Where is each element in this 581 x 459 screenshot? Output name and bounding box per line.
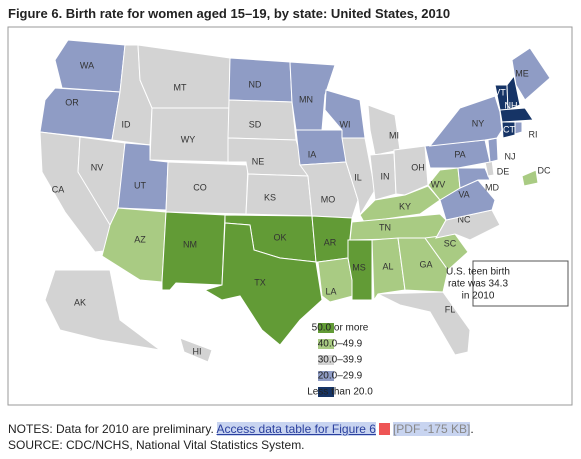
state [371,237,406,302]
note-text: U.S. teen birth [446,267,510,278]
state [499,107,534,123]
notes-line: NOTES: Data for 2010 are preliminary. Ac… [8,421,474,437]
state-label: DE [497,166,510,176]
state-label: NV [91,162,104,172]
state [165,161,249,215]
notes: NOTES: Data for 2010 are preliminary. [8,422,214,436]
state-label: CO [193,182,207,192]
state-label: MI [389,130,399,140]
state-label: KY [399,201,411,211]
state-label: MO [321,194,336,204]
state [44,269,161,351]
note-box [472,260,569,307]
legend-label: 40.0–49.9 [318,339,363,350]
notes-end: . [470,422,474,436]
state [506,74,521,111]
legend-swatch [318,339,334,349]
state-label: AL [382,261,393,271]
state-label: OR [65,97,79,107]
state-label: PA [454,149,465,159]
state [227,99,297,141]
state-label: NM [183,239,197,249]
legend-swatch [318,371,334,381]
state-label: WV [431,179,446,189]
note-text: in 2010 [462,291,495,302]
data-table-link[interactable]: Access data table for Figure 6 [216,422,376,436]
state-label: AR [324,237,337,247]
state-label: MD [485,182,499,192]
state-label: ND [249,79,262,89]
state-label: RI [529,129,538,139]
state-label: WA [80,60,94,70]
footer: NOTES: Data for 2010 are preliminary. Ac… [8,421,474,453]
state [377,291,471,356]
state-label: KS [264,192,276,202]
state [397,237,449,293]
legend-swatch [318,323,334,333]
note-text: rate was 34.3 [448,279,508,290]
state-label: TN [379,222,391,232]
state [367,104,401,156]
state-label: OK [273,232,286,242]
state-label: VT [494,87,506,97]
state-label: HI [193,346,202,356]
state [179,337,213,363]
state [428,95,503,147]
state-label: LA [325,286,336,296]
state-label: NC [458,214,471,224]
state-label: WI [340,119,351,129]
state [487,137,499,163]
legend-label: 20.0–29.9 [318,371,363,382]
legend-swatch [318,387,334,397]
state-label: UT [134,180,146,190]
state-label: NY [472,118,485,128]
state-label: TX [254,277,266,287]
state-label: MS [352,262,366,272]
state-label: NE [252,156,265,166]
legend-label: 50.0 or more [312,323,369,334]
pdf-icon [378,423,390,435]
state-label: IA [308,149,317,159]
state-label: ME [515,68,529,78]
state-label: DC [538,165,551,175]
legend-label: 30.0–39.9 [318,355,363,366]
state-label: ID [122,119,132,129]
state-label: WY [181,134,196,144]
legend-swatch [318,355,334,365]
title: Figure 6. Birth rate for women aged 15–1… [8,6,451,21]
state [295,129,347,166]
state [39,87,121,141]
pdf-size: [PDF -175 KB] [392,422,471,436]
state-label: MA [528,106,542,116]
legend-label: Less than 20.0 [307,387,373,398]
state-label: AZ [134,234,146,244]
state [457,167,491,189]
state-label: SD [249,119,262,129]
state [161,211,226,291]
state-label: IN [381,171,390,181]
state-label: FL [445,304,456,314]
state-label: GA [419,259,432,269]
map: WA OR CA NV ID MT WY UT AZ CO NM ND SD NE KS OK TX MN IA MO… [7,26,573,406]
state [203,222,323,346]
state [521,169,539,187]
state-label: NJ [505,151,516,161]
state [245,173,313,217]
state [511,47,551,101]
state [514,121,523,135]
state-label: OH [411,162,425,172]
state-label: AK [74,297,86,307]
state-label: MT [174,82,187,92]
state-label: CA [52,184,65,194]
state-label: VA [458,189,469,199]
source: SOURCE: CDC/NCHS, National Vital Statist… [8,438,305,452]
state-label: IL [354,172,362,182]
state-label: SC [444,238,457,248]
state [501,121,516,139]
state-label: MN [299,94,313,104]
state-label: CT [503,124,515,134]
state-label: NH [505,100,518,110]
